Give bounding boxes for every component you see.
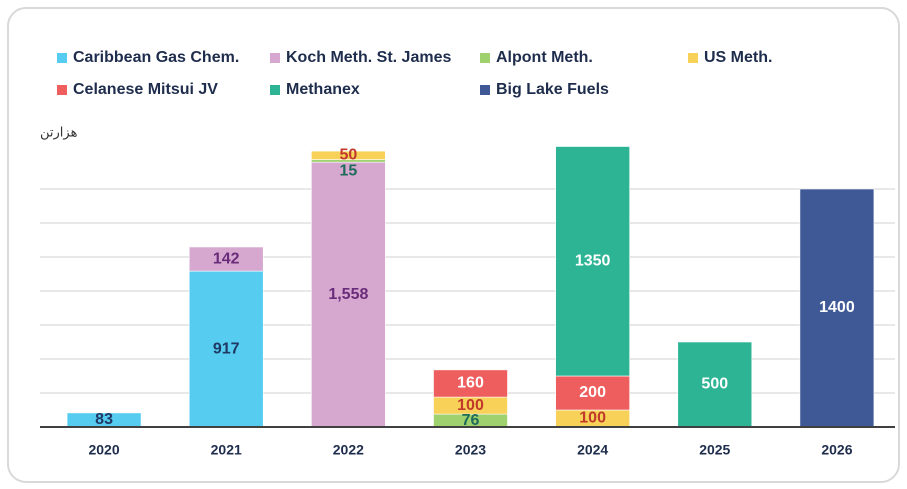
x-tick-label: 2022	[333, 442, 364, 458]
bar-segment	[799, 188, 875, 428]
bar-segment	[555, 375, 630, 411]
x-tick-label: 2023	[455, 442, 486, 458]
value-label: 76	[462, 412, 480, 429]
x-tick-label: 2024	[577, 442, 608, 458]
legend-swatch	[688, 53, 698, 63]
legend-label: US Meth.	[704, 49, 772, 66]
legend-label: Celanese Mitsui JV	[73, 81, 218, 98]
value-label: 15	[339, 162, 357, 179]
x-tick-label: 2026	[821, 442, 852, 458]
bar-segment	[311, 150, 386, 160]
value-label: 160	[457, 375, 484, 392]
legend-label: Caribbean Gas Chem.	[73, 49, 239, 66]
bar-segment	[188, 270, 264, 428]
legend-label: Koch Meth. St. James	[286, 49, 451, 66]
value-label: 100	[457, 397, 484, 414]
bar-segment	[188, 246, 264, 272]
bar-segment	[555, 146, 630, 377]
value-label: 500	[701, 376, 728, 393]
legend-swatch	[480, 53, 490, 63]
value-label: 1350	[575, 252, 611, 269]
value-label: 100	[579, 410, 606, 427]
value-label: 917	[213, 340, 240, 357]
legend-swatch	[57, 85, 67, 95]
legend-label: Methanex	[286, 81, 360, 98]
legend-swatch	[57, 53, 67, 63]
x-tick-label: 2020	[88, 442, 119, 458]
unit-label: هزارتن	[40, 124, 78, 140]
legend-swatch	[480, 85, 490, 95]
bar-segment	[677, 341, 753, 428]
x-tick-label: 2025	[699, 442, 730, 458]
value-label: 1,558	[328, 286, 368, 303]
legend-swatch	[270, 85, 280, 95]
x-tick-label: 2021	[211, 442, 242, 458]
legend-swatch	[270, 53, 280, 63]
value-label: 83	[95, 411, 113, 428]
value-label: 50	[339, 147, 357, 164]
legend-label: Big Lake Fuels	[496, 81, 609, 98]
value-label: 142	[213, 250, 240, 267]
legend-label: Alpont Meth.	[496, 49, 593, 66]
bar-segment	[311, 161, 386, 428]
value-label: 200	[579, 384, 606, 401]
value-label: 1400	[819, 299, 855, 316]
bar-segment	[433, 369, 508, 398]
